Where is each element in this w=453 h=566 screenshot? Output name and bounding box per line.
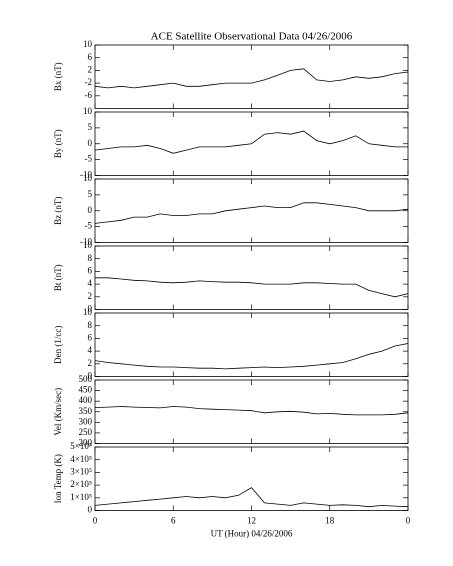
y-axis-label: By (nT) (53, 129, 63, 158)
panel-frame (94, 178, 409, 243)
y-tick-label: 10 (83, 307, 93, 317)
y-tick-label: 400 (79, 395, 93, 405)
y-tick-label: 4 (88, 345, 93, 355)
y-axis-label: Bt (nT) (53, 264, 63, 291)
y-tick-label: 8 (88, 253, 93, 263)
y-tick-label: -2 (85, 77, 93, 87)
y-tick-label: 5×10⁵ (70, 441, 92, 451)
y-tick-label: 3×10⁵ (70, 466, 92, 476)
panel-frame (94, 245, 409, 310)
y-tick-label: -5 (85, 154, 93, 164)
y-tick-label: 300 (79, 416, 93, 426)
y-tick-label: -6 (85, 90, 93, 100)
chart-title: ACE Satellite Observational Data 04/26/2… (151, 31, 353, 43)
y-tick-label: 2×10⁵ (70, 479, 92, 489)
y-tick-label: 10 (83, 173, 93, 183)
data-line (94, 130, 408, 154)
y-tick-label: 350 (79, 406, 93, 416)
y-tick-label: 1×10⁵ (70, 492, 92, 502)
y-tick-label: 4 (88, 278, 93, 288)
y-tick-label: 500 (79, 374, 93, 384)
x-tick-label: 6 (171, 516, 176, 526)
y-tick-label: 2 (88, 291, 93, 301)
y-tick-label: 6 (88, 332, 93, 342)
y-tick-label: 10 (83, 106, 93, 116)
y-tick-label: 200 (79, 438, 93, 448)
panel-frame (94, 379, 409, 444)
y-tick-label: 2 (88, 358, 93, 368)
y-tick-label: -5 (85, 221, 93, 231)
y-tick-label: 5 (88, 189, 93, 199)
data-line (94, 487, 409, 508)
y-tick-label: 10 (83, 39, 93, 49)
y-tick-label: 4×10⁵ (70, 454, 92, 464)
y-tick-label: 0 (88, 205, 93, 215)
panel-frame (94, 44, 409, 109)
y-tick-label: 0 (88, 304, 93, 314)
data-line (94, 68, 409, 89)
y-tick-label: 0 (88, 505, 93, 515)
y-axis-label: Bx (nT) (53, 62, 63, 91)
data-line (94, 202, 409, 224)
y-tick-label: 6 (88, 265, 93, 275)
data-line (95, 277, 409, 298)
x-tick-label: 12 (247, 516, 256, 526)
y-tick-label: 8 (88, 320, 93, 330)
y-tick-label: 450 (79, 385, 93, 395)
x-tick-label: 0 (93, 516, 98, 526)
panel-frame (94, 312, 409, 377)
y-axis-label: Ion Temp (K) (53, 454, 63, 503)
y-tick-label: 0 (88, 371, 93, 381)
y-tick-label: -10 (80, 237, 92, 247)
y-axis-label: Vel (Km/sec) (53, 388, 63, 436)
y-tick-label: 2 (88, 64, 93, 74)
data-line (94, 343, 409, 370)
y-tick-label: 250 (79, 427, 93, 437)
x-axis-label: UT (Hour) 04/26/2006 (211, 529, 293, 539)
y-tick-label: 5 (88, 122, 93, 132)
y-tick-label: -10 (80, 170, 92, 180)
x-tick-label: 18 (325, 516, 335, 526)
y-axis-label: Bz (nT) (53, 197, 63, 225)
y-tick-label: 6 (88, 52, 93, 62)
data-line (94, 406, 409, 416)
y-tick-label: 10 (83, 240, 93, 250)
x-tick-label: 0 (406, 516, 411, 526)
y-tick-label: 0 (88, 138, 93, 148)
y-axis-label: Den (1/cc) (53, 326, 63, 364)
